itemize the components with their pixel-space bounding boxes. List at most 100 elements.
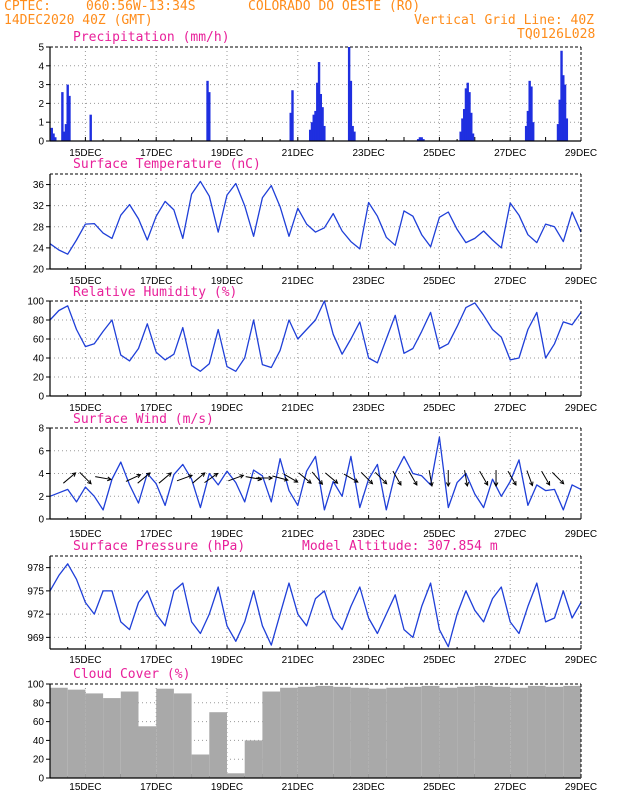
precipitation-ytick: 2 xyxy=(38,99,44,110)
pressure-line xyxy=(49,563,582,648)
wind-ytick: 2 xyxy=(38,492,44,503)
cloud-cover-ytick: 100 xyxy=(27,680,44,691)
humidity-xtick: 29DEC xyxy=(565,403,597,414)
wind-title: Surface Wind (m/s) xyxy=(73,412,214,427)
wind-arrow xyxy=(311,471,323,485)
precip-bar xyxy=(524,125,528,141)
temperature-title: Surface Temperature (nC) xyxy=(73,157,261,172)
header-source: CPTEC: xyxy=(4,0,51,14)
humidity-xtick: 23DEC xyxy=(352,403,384,414)
wind-xtick: 27DEC xyxy=(494,529,526,540)
wind-arrow xyxy=(408,470,418,486)
humidity-ytick: 40 xyxy=(33,354,45,365)
precip-bar xyxy=(208,92,211,141)
wind-arrow xyxy=(95,476,112,480)
wind-ytick: 4 xyxy=(38,469,44,480)
humidity-xtick: 21DEC xyxy=(282,403,314,414)
wind-arrow-head xyxy=(136,473,142,479)
cloud-bar xyxy=(173,693,192,778)
wind-arrow xyxy=(551,472,565,485)
wind-arrow xyxy=(324,472,338,484)
wind-ytick: 6 xyxy=(38,446,44,457)
wind-xtick: 25DEC xyxy=(423,529,455,540)
precip-bar xyxy=(52,133,55,141)
precipitation-xtick: 17DEC xyxy=(140,148,172,159)
wind-arrow xyxy=(392,470,402,486)
precip-bar xyxy=(461,118,464,141)
wind-arrow xyxy=(176,474,193,482)
wind-arrow xyxy=(343,473,359,483)
precip-bar xyxy=(54,137,57,141)
precipitation-ytick: 0 xyxy=(38,137,44,148)
wind-line xyxy=(49,436,582,511)
cloud-bar xyxy=(280,687,298,778)
pressure-xtick: 29DEC xyxy=(565,655,597,666)
wind-xtick: 21DEC xyxy=(282,529,314,540)
wind-arrow-head xyxy=(145,472,151,477)
humidity-line xyxy=(49,300,582,372)
temperature-xtick: 21DEC xyxy=(282,276,314,287)
header-location: COLORADO DO OESTE (RO) xyxy=(248,0,421,14)
precip-bar xyxy=(50,127,53,141)
precip-bar xyxy=(563,84,567,141)
pressure-annotation: Model Altitude: 307.854 m xyxy=(302,539,498,554)
precip-bar xyxy=(349,80,353,141)
pressure-xtick: 17DEC xyxy=(140,655,172,666)
cloud-bar xyxy=(156,688,174,778)
cloud-bar xyxy=(510,687,528,778)
temperature-line xyxy=(49,180,582,255)
wind-arrow-head xyxy=(268,475,274,481)
cloud-cover-xtick: 21DEC xyxy=(282,782,314,793)
precip-bar xyxy=(471,133,475,141)
precip-bar xyxy=(62,131,66,141)
wind-ytick: 0 xyxy=(38,515,44,526)
precip-bar xyxy=(468,92,471,141)
cloud-cover-xtick: 19DEC xyxy=(211,782,243,793)
cloud-cover-ytick: 60 xyxy=(33,717,45,728)
cloud-bar xyxy=(545,686,564,778)
cloud-bar xyxy=(50,687,68,778)
humidity-xtick: 25DEC xyxy=(423,403,455,414)
cloud-bar xyxy=(244,740,263,778)
temperature-xtick: 25DEC xyxy=(423,276,455,287)
precip-bar xyxy=(317,62,321,141)
pressure-xtick: 15DEC xyxy=(69,655,101,666)
precip-bar xyxy=(464,88,468,141)
wind-arrow xyxy=(541,470,551,486)
pressure-ytick: 969 xyxy=(27,633,44,644)
wind-arrow-head xyxy=(493,482,499,488)
precip-bar xyxy=(312,114,315,141)
precipitation-xtick: 15DEC xyxy=(69,148,101,159)
wind-arrow-head xyxy=(559,479,565,485)
precip-bar xyxy=(562,75,565,141)
wind-arrow xyxy=(79,472,92,485)
wind-arrow-head xyxy=(512,480,517,486)
wind-xtick: 17DEC xyxy=(140,529,172,540)
header-grid-note: Vertical Grid Line: 40Z xyxy=(414,13,595,28)
wind-arrow xyxy=(479,470,489,486)
cloud-cover-xtick: 27DEC xyxy=(494,782,526,793)
wind-arrow xyxy=(125,474,141,482)
temperature-ytick: 24 xyxy=(33,243,45,254)
precip-bar xyxy=(560,50,563,142)
cloud-bar xyxy=(333,686,351,778)
cloud-bar xyxy=(315,685,334,778)
wind-arrow xyxy=(298,472,312,484)
precip-bar xyxy=(416,139,420,141)
header-run-date: 14DEC2020 40Z (GMT) xyxy=(4,13,153,28)
humidity-xtick: 17DEC xyxy=(140,403,172,414)
precip-bar xyxy=(532,122,535,141)
cloud-bar xyxy=(492,686,511,778)
wind-arrow-head xyxy=(353,478,359,483)
wind-ytick: 8 xyxy=(38,424,44,435)
wind-arrow-head xyxy=(200,472,206,477)
wind-arrow xyxy=(63,472,76,484)
cloud-bar xyxy=(421,685,440,778)
temperature-ytick: 32 xyxy=(33,201,45,212)
precip-bar xyxy=(321,107,324,141)
cloud-cover-ytick: 0 xyxy=(38,774,44,785)
precipitation-xtick: 21DEC xyxy=(282,148,314,159)
wind-arrow-head xyxy=(397,480,402,486)
precip-bar xyxy=(459,131,462,141)
wind-arrow-head xyxy=(429,481,434,487)
